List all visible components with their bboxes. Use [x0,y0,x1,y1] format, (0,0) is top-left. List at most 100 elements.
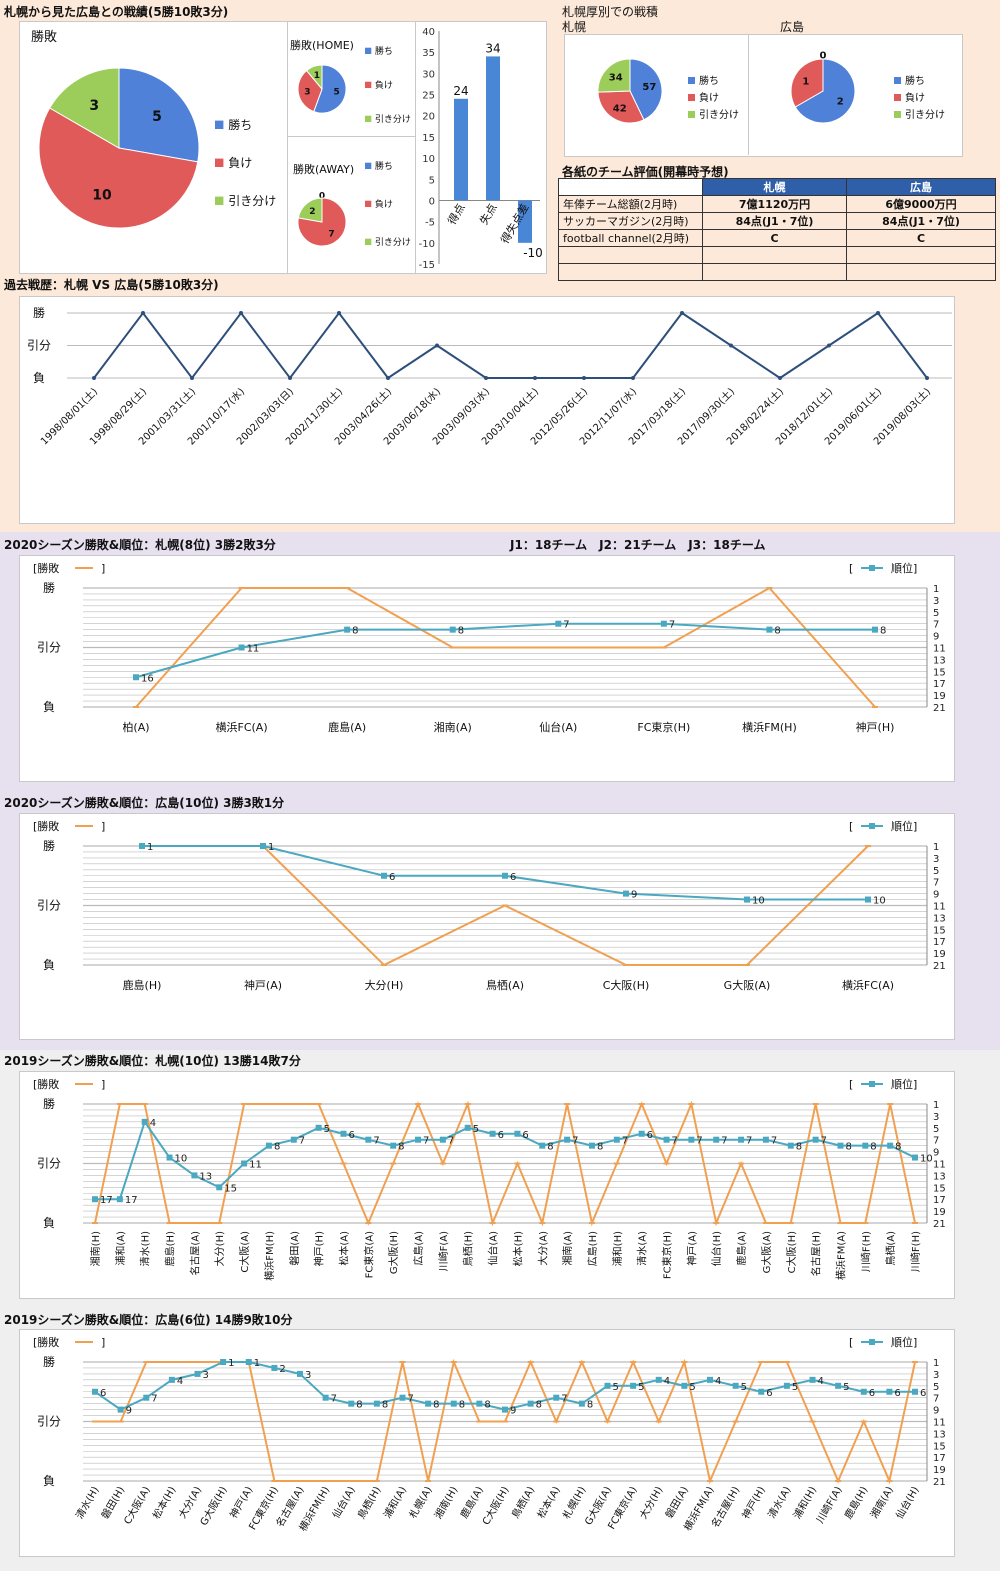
table-cell [702,263,847,281]
rank-tick: 9 [933,632,939,643]
rank-marker [168,1376,175,1383]
legend-swatch [365,238,372,245]
dome-divider [748,34,749,155]
rank-marker [271,1364,278,1371]
rank-label: 5 [792,1382,798,1393]
rank-label: 6 [920,1388,926,1399]
data-label: -10 [523,246,543,260]
rank-marker [194,1370,201,1377]
rank-label: 7 [771,1136,777,1147]
rank-label: 7 [563,620,569,631]
result-tick: 引分 [37,1415,61,1429]
data-label: 1 [802,77,809,88]
bar [486,56,500,201]
x-tick-label: 鳥栖(A) [486,978,524,992]
rank-label: 3 [305,1370,311,1381]
rank-marker [92,1388,98,1395]
x-tick-label: 横浜FC(A) [842,978,894,992]
rank-tick: 15 [933,667,946,678]
x-tick-label: 柏(A) [122,720,149,734]
rank-label: 6 [766,1388,772,1399]
table-cell [558,263,703,281]
legend-swatch [688,111,695,118]
result-marker [484,376,488,380]
legend-bracket: ] [101,1078,105,1091]
legend-bracket: [ [849,1336,853,1349]
rank-tick: 1 [933,1358,939,1369]
rank-tick: 13 [933,655,946,666]
table-cell: 7億1120万円 [702,195,847,213]
rank-marker [604,1382,611,1389]
x-tick-label: 松本(H) [150,1484,179,1521]
rank-marker [912,1154,918,1161]
x-tick-label: 横浜FC(A) [216,720,268,734]
x-tick-label: G大阪(A) [760,1231,773,1273]
rank-marker [290,1136,297,1143]
rank-tick: 9 [933,1148,939,1159]
table-header-cell [558,178,703,196]
rank-marker [660,620,667,627]
result-marker [680,311,684,315]
x-tick-label: 神戸(A) [227,1484,256,1521]
rank-tick: 1 [933,842,939,853]
rank-tick: 19 [933,691,946,702]
rank-label: 9 [510,1406,516,1417]
x-tick-label: 清水(H) [139,1231,152,1266]
result-tick: 負 [33,371,45,385]
tick-label: 25 [422,91,435,102]
x-tick-label: 仙台(H) [893,1484,922,1521]
category-label: 失点 [477,201,499,227]
x-tick-label: C大阪(A) [238,1231,251,1273]
s2019-sapporo-title: 2019シーズン勝敗&順位：札幌(10位) 13勝14敗7分 [4,1054,301,1068]
rank-label: 1 [254,1358,260,1369]
rank-label: 11 [247,644,260,655]
rank-marker [588,1142,595,1149]
table-cell: C [702,229,847,247]
result-tick: 負 [43,958,55,972]
tick-label: -5 [425,218,435,229]
rank-label: 10 [175,1154,188,1165]
x-tick-label: 湘南(H) [89,1231,102,1266]
data-label: 5 [152,109,162,125]
pie-slice [790,58,824,108]
table-row: 札幌 広島 [558,178,996,196]
x-tick-label: 川崎F(H) [859,1231,872,1272]
x-tick-label: 鳥栖(H) [462,1231,475,1266]
rank-label: 8 [880,626,886,637]
rank-label: 10 [873,896,886,907]
s2020-sapporo-title: 2020シーズン勝敗&順位：札幌(8位) 3勝2敗3分 [4,538,276,552]
chart-title: 勝敗 [31,30,57,45]
rank-marker [630,1382,637,1389]
result-line [93,311,928,380]
rank-label: 7 [299,1136,305,1147]
legend-result-label: [勝敗 [33,561,59,575]
x-tick-label: 鳥栖(A) [509,1484,538,1521]
rank-marker [133,674,139,681]
line-chart-history: 勝引分負1998/08/01(土)1998/08/29(土)2001/03/31… [27,305,952,447]
rank-marker [555,620,562,627]
x-tick-label: 大分(A) [536,1231,549,1266]
data-label: 10 [92,188,112,204]
rank-marker [340,1130,347,1137]
rank-tick: 15 [933,1183,946,1194]
rank-marker [348,1400,355,1407]
rank-label: 8 [870,1142,876,1153]
rank-marker [399,1394,406,1401]
rank-line [95,1119,916,1201]
rank-label: 7 [572,1136,578,1147]
rank-marker [502,1406,508,1413]
rank-marker [681,1382,688,1389]
data-label: 0 [319,191,325,201]
rank-marker [476,1400,483,1407]
table-cell: 年俸チーム総額(2月時) [558,195,703,213]
result-tick: 勝 [43,1354,55,1369]
rank-marker [514,1130,521,1137]
rank-label: 17 [100,1195,113,1206]
bar [454,98,468,201]
result-line [94,1100,916,1227]
x-tick-label: 大分(H) [213,1231,226,1266]
rank-marker [872,626,878,633]
